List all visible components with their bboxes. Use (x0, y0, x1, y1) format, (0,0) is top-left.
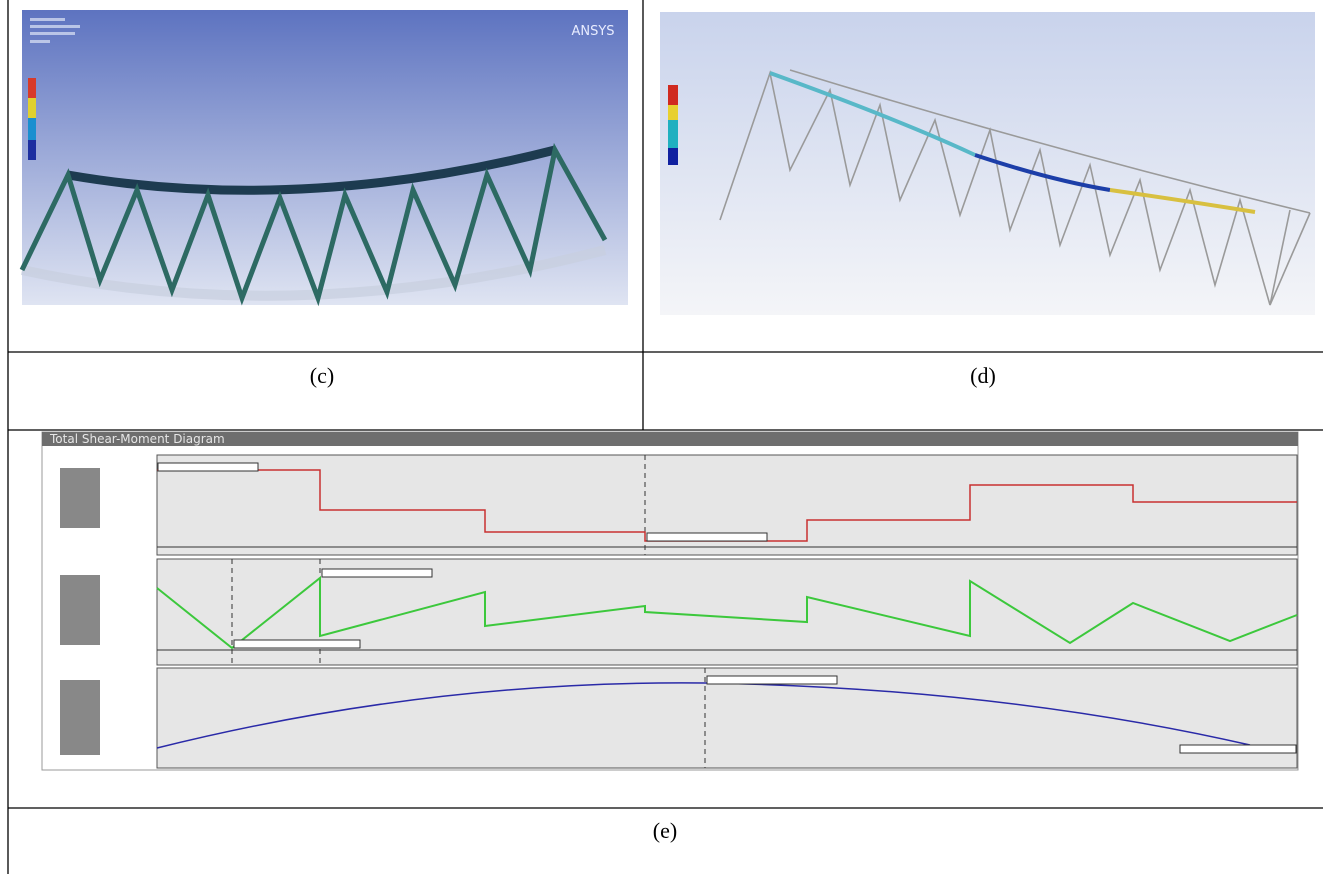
panel-label: (d) (970, 363, 996, 388)
panel-label: (e) (653, 818, 677, 843)
panel-d-image (660, 12, 1315, 315)
panel-c-image: ANSYS (22, 10, 628, 305)
figure: ANSYS (c) (d) Total Shear-Moment Diagram (0, 0, 1323, 874)
panel-e-image: Total Shear-Moment Diagram (42, 432, 1298, 770)
ansys-logo: ANSYS (571, 24, 614, 39)
diagram-title: Total Shear-Moment Diagram (49, 432, 225, 446)
panel-label: (c) (310, 363, 334, 388)
